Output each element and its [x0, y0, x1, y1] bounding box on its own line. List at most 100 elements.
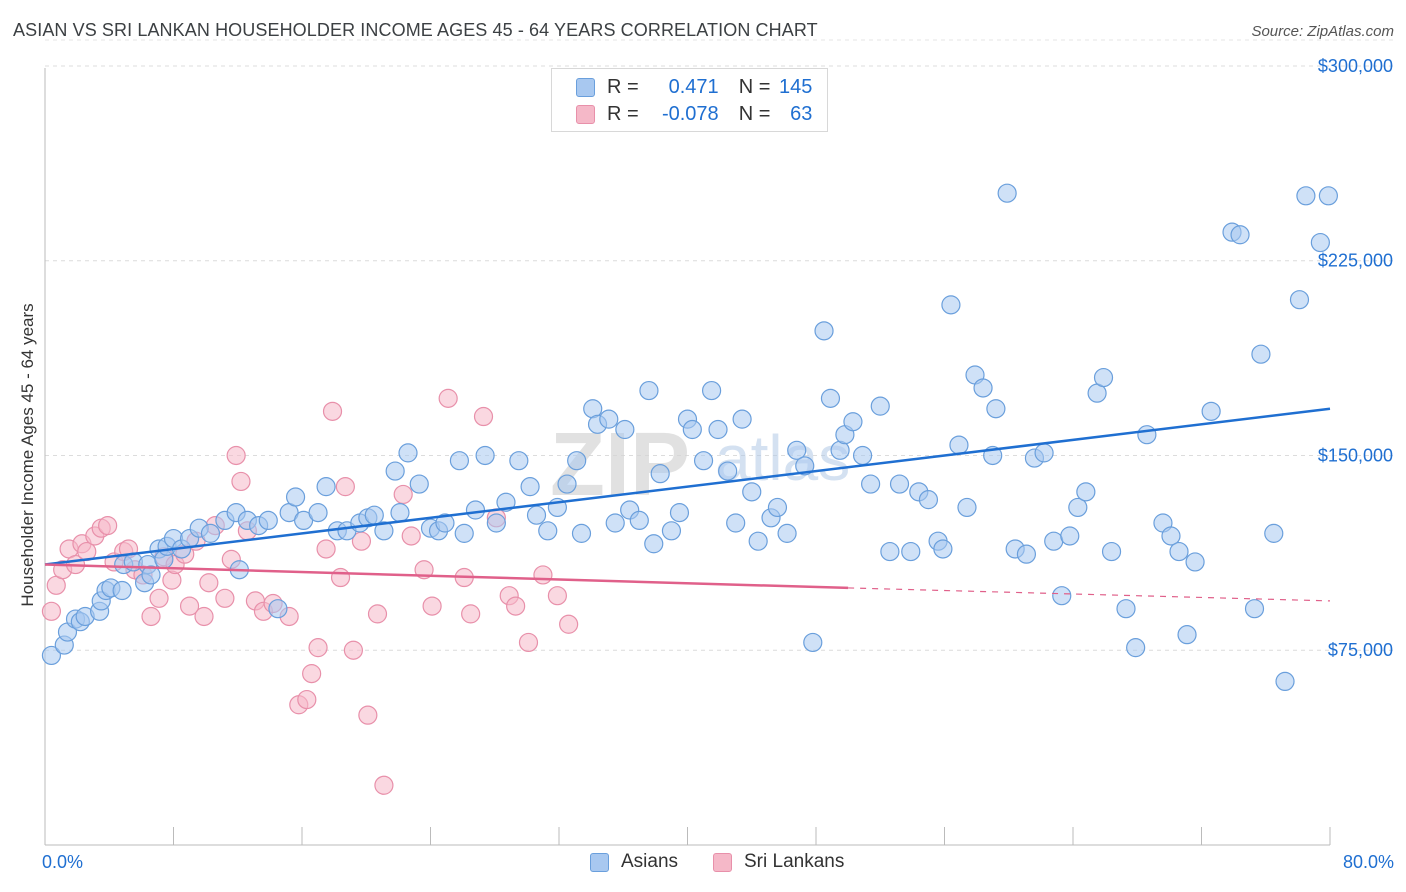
- asian-point: [112, 580, 132, 601]
- sri-lankan-point: [322, 401, 343, 421]
- asian-point: [509, 451, 529, 471]
- gridlines: [45, 39, 1393, 651]
- asian-point: [820, 388, 841, 408]
- asian-point: [1296, 186, 1316, 206]
- sri-lankan-point: [98, 515, 118, 536]
- asian-point: [1289, 290, 1310, 310]
- legend-n-value-srilankans: 63: [790, 102, 813, 125]
- asian-point: [496, 492, 516, 512]
- sri-lankan-point: [41, 601, 62, 621]
- sri-lankan-point: [141, 606, 161, 627]
- asian-point: [374, 521, 394, 541]
- asian-point: [390, 503, 410, 523]
- x-tick-max: 80.0%: [1342, 852, 1394, 872]
- asian-point: [1116, 599, 1136, 619]
- asian-point: [1093, 367, 1114, 388]
- asian-point: [997, 183, 1017, 203]
- bottom-legend-swatch-srilankans: [713, 852, 732, 872]
- legend-row-asians: R = 0.471 N = 145: [576, 75, 812, 99]
- sri-lankan-point: [473, 406, 494, 427]
- sri-lankan-point: [393, 484, 413, 505]
- asian-point: [1052, 586, 1072, 606]
- sri-lankan-point: [231, 471, 251, 492]
- asian-point: [708, 419, 728, 440]
- asian-point: [787, 440, 807, 460]
- sri-lankan-trend-line: [44, 563, 849, 590]
- asian-point: [644, 534, 664, 554]
- y-tick-labels: $75,000 $150,000 $225,000 $300,000: [1318, 56, 1393, 660]
- sri-lankan-point: [179, 596, 200, 616]
- bottom-legend-swatch-asians: [590, 852, 609, 872]
- legend-r-value-asians: 0.471: [668, 75, 719, 98]
- asian-point: [726, 513, 746, 533]
- sri-lankan-point: [316, 539, 336, 559]
- asian-point: [861, 474, 881, 494]
- legend-r-label: R =: [607, 75, 639, 98]
- sri-lankan-point: [308, 638, 328, 658]
- asian-point: [1169, 541, 1189, 562]
- asian-point: [1016, 544, 1037, 564]
- asian-point: [599, 409, 619, 429]
- legend-r-label: R =: [607, 102, 639, 125]
- asian-trend-line: [44, 407, 1331, 566]
- sri-lankan-point: [518, 632, 539, 653]
- asian-point: [141, 565, 161, 585]
- asian-point: [409, 474, 429, 494]
- asian-point: [385, 461, 405, 481]
- sri-lankan-point: [194, 606, 214, 627]
- asian-point: [803, 632, 823, 653]
- asian-point: [870, 396, 890, 416]
- asian-point: [41, 645, 62, 666]
- asian-point: [1310, 232, 1330, 253]
- asian-point: [843, 412, 863, 432]
- sri-lankan-point: [422, 596, 442, 616]
- sri-lankan-point: [374, 775, 394, 795]
- y-tick-label: $150,000: [1318, 445, 1393, 465]
- source-label: Source: ZipAtlas.com: [1251, 23, 1394, 40]
- asian-point: [398, 443, 418, 463]
- legend-n-label: N =: [738, 102, 771, 125]
- asian-point: [486, 513, 506, 533]
- asian-point: [669, 503, 690, 523]
- sri-lankan-point: [547, 586, 567, 606]
- asian-point: [454, 523, 474, 543]
- asian-point: [258, 510, 278, 531]
- sri-lankan-point: [367, 604, 388, 624]
- y-tick-label: $300,000: [1318, 56, 1393, 76]
- sri-lankan-point: [149, 588, 169, 608]
- asian-point: [1230, 225, 1250, 245]
- asian-point: [973, 378, 993, 398]
- y-axis-label: Householder Income Ages 45 - 64 years: [18, 303, 37, 606]
- asian-point: [1060, 526, 1080, 546]
- asian-point: [605, 513, 625, 533]
- asian-point: [1076, 482, 1096, 502]
- asian-point: [1137, 425, 1157, 445]
- asian-point: [526, 505, 547, 525]
- sri-lankan-point: [162, 570, 182, 590]
- sri-lankan-point: [330, 567, 351, 588]
- asian-point: [889, 474, 910, 494]
- sri-lankan-trend-extension: [848, 587, 1331, 602]
- bottom-legend-label-srilankans: Sri Lankans: [744, 851, 845, 872]
- asian-point: [1318, 186, 1338, 206]
- asian-point: [435, 513, 455, 533]
- sri-lankan-point: [533, 565, 553, 585]
- asian-point: [1126, 638, 1146, 658]
- asian-point: [449, 451, 470, 471]
- sri-lankan-point: [297, 689, 317, 710]
- asian-point: [880, 541, 900, 562]
- asian-point: [1034, 443, 1054, 463]
- legend-r-value-srilankans: -0.078: [661, 102, 719, 125]
- asian-point: [1068, 497, 1088, 518]
- asian-point: [1161, 526, 1181, 546]
- asian-point: [567, 451, 587, 471]
- asian-point: [465, 500, 486, 520]
- asian-point: [918, 490, 939, 510]
- asian-point: [949, 435, 969, 455]
- bottom-legend-asians: Asians: [590, 851, 678, 873]
- sri-lankan-point: [302, 664, 322, 684]
- asian-point: [1264, 523, 1284, 543]
- asian-point: [475, 445, 495, 466]
- stats-legend: R = 0.471 N = 145 R = -0.078 N = 63: [551, 68, 828, 132]
- asian-point: [933, 539, 953, 559]
